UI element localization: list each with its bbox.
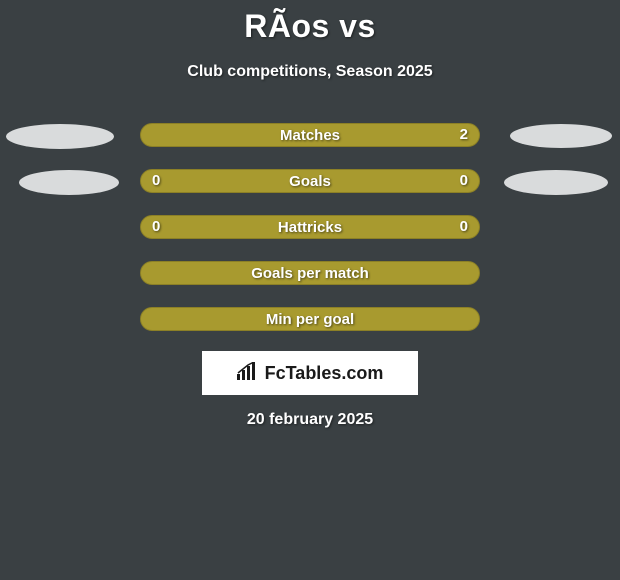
- stat-row-goals: Goals 0 0: [0, 169, 620, 193]
- stat-bar: Hattricks: [140, 215, 480, 239]
- stat-row-goals-per-match: Goals per match: [0, 261, 620, 285]
- stat-label: Min per goal: [266, 311, 354, 328]
- stat-label: Matches: [280, 127, 340, 144]
- source-logo: FcTables.com: [202, 351, 418, 395]
- stat-value-left: 0: [152, 169, 160, 193]
- bar-chart-icon: [237, 362, 259, 385]
- stat-value-left: 0: [152, 215, 160, 239]
- stat-bar: Min per goal: [140, 307, 480, 331]
- stat-value-right: 0: [460, 215, 468, 239]
- stat-bar: Goals per match: [140, 261, 480, 285]
- page-subtitle: Club competitions, Season 2025: [0, 63, 620, 81]
- stat-bar: Matches: [140, 123, 480, 147]
- stat-bar: Goals: [140, 169, 480, 193]
- stat-value-right: 0: [460, 169, 468, 193]
- page-title: RÃ­os vs: [0, 0, 620, 45]
- date-label: 20 february 2025: [0, 411, 620, 429]
- stat-label: Hattricks: [278, 219, 342, 236]
- source-logo-text: FcTables.com: [265, 363, 384, 384]
- stat-label: Goals per match: [251, 265, 369, 282]
- stat-row-min-per-goal: Min per goal: [0, 307, 620, 331]
- stat-label: Goals: [289, 173, 331, 190]
- stat-row-matches: Matches 2: [0, 123, 620, 147]
- stat-value-right: 2: [460, 123, 468, 147]
- stat-row-hattricks: Hattricks 0 0: [0, 215, 620, 239]
